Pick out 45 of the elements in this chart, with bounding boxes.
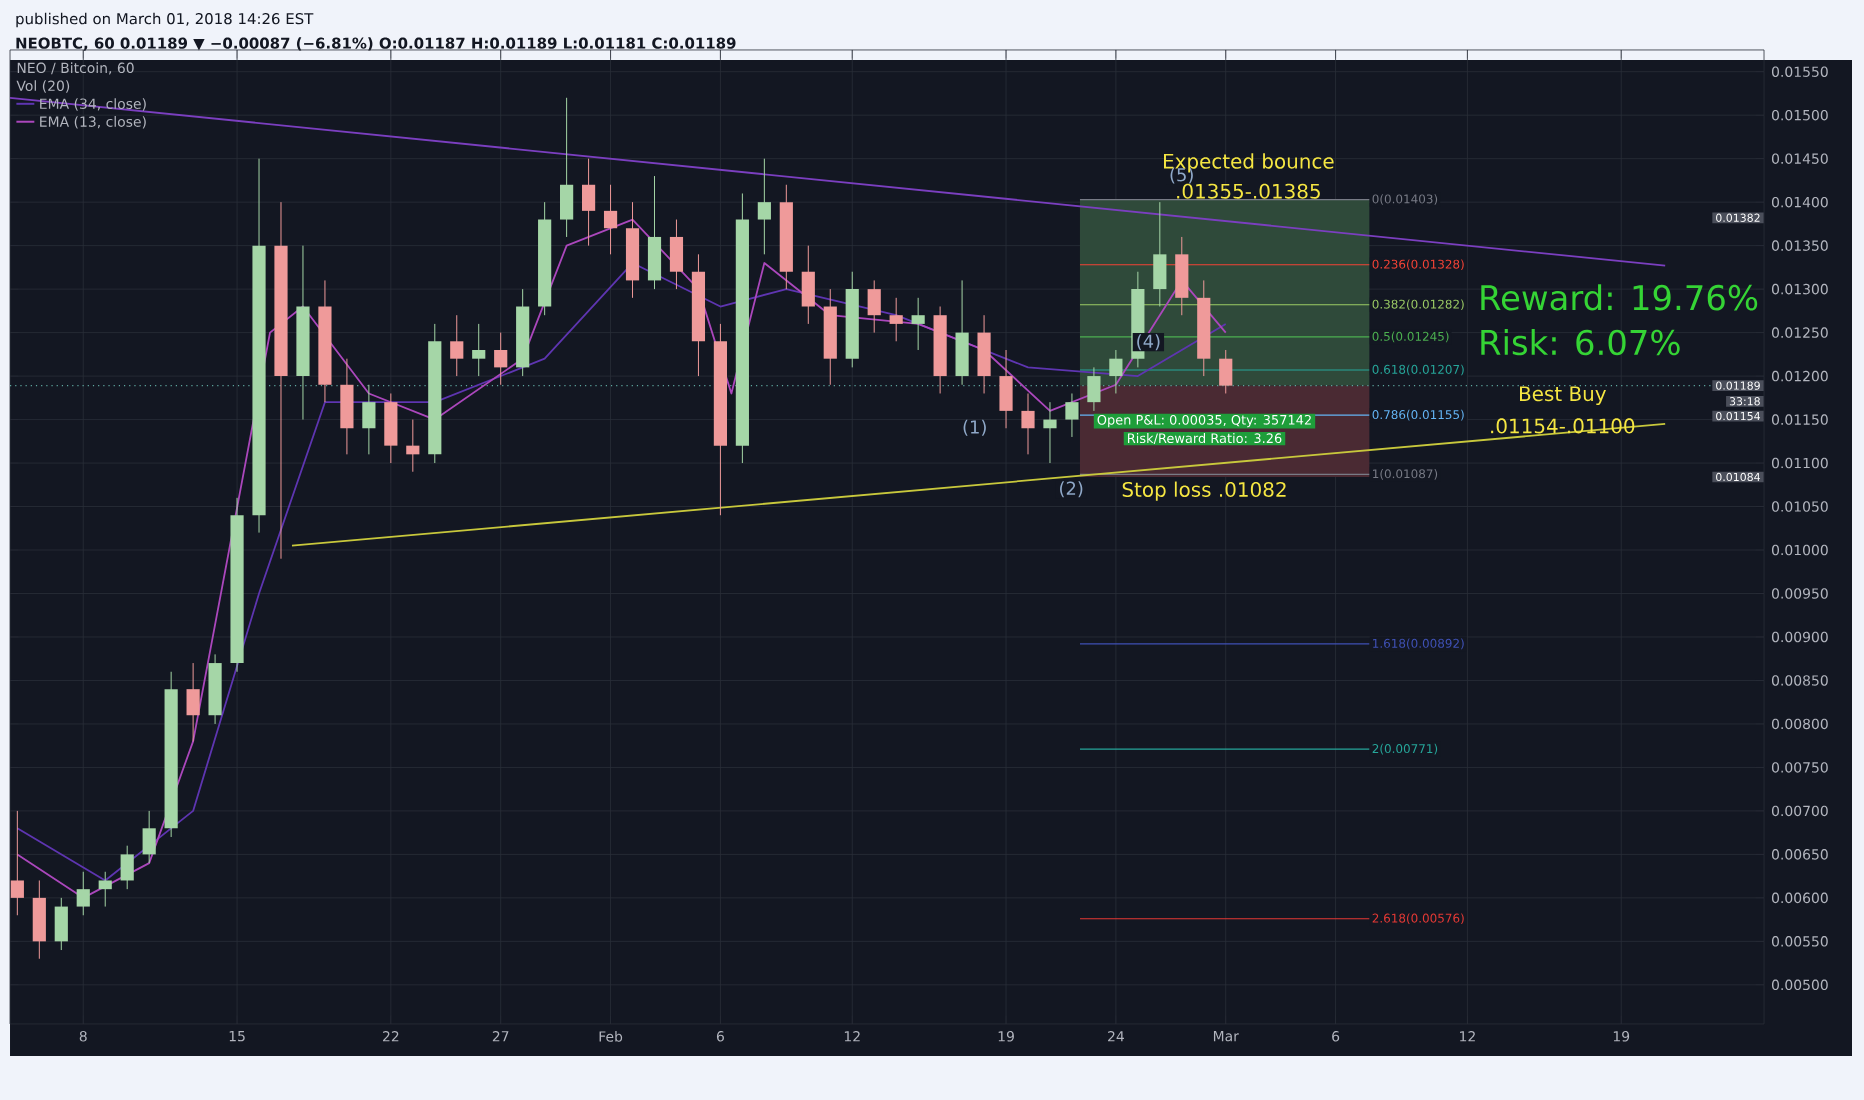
candlestick xyxy=(977,314,991,394)
candlestick xyxy=(450,314,464,377)
candlestick xyxy=(76,871,90,916)
candlestick xyxy=(472,323,486,377)
candlestick xyxy=(1175,236,1189,316)
candlestick xyxy=(1219,349,1233,394)
candlestick xyxy=(757,158,771,255)
candlestick xyxy=(406,419,420,473)
candlestick xyxy=(889,297,903,342)
candlestick xyxy=(955,279,969,386)
candlestick xyxy=(10,810,24,916)
annotation: (2) xyxy=(1060,481,1083,498)
candlestick xyxy=(1043,401,1057,464)
candlestick xyxy=(647,175,662,290)
annotation: Risk: 6.07% xyxy=(1481,329,1680,356)
candlestick xyxy=(32,879,46,960)
candlestick xyxy=(867,279,881,334)
candlestick xyxy=(581,158,596,247)
annotation: Stop loss .01082 xyxy=(1122,481,1286,501)
candlestick xyxy=(1109,349,1123,394)
annotation: Best Buy xyxy=(1520,386,1606,406)
candlestick xyxy=(98,871,112,908)
candlestick xyxy=(1021,392,1035,455)
candlestick xyxy=(54,897,68,951)
annotation: .01154-.01100 xyxy=(1491,418,1635,434)
candlestick xyxy=(911,297,925,351)
candlestick xyxy=(120,845,134,890)
candlestick xyxy=(1087,366,1101,412)
candlestick xyxy=(340,358,354,455)
candlestick xyxy=(1065,392,1079,438)
annotation: Reward: 19.76% xyxy=(1481,284,1758,311)
candlestick xyxy=(1153,201,1167,308)
candlestick xyxy=(362,384,376,455)
candlestick xyxy=(669,219,684,290)
candlestick xyxy=(142,810,156,864)
annotation: (4) xyxy=(1137,334,1160,351)
candlestick xyxy=(384,392,398,464)
candlestick xyxy=(494,332,508,386)
candlestick xyxy=(560,97,574,238)
annotation: (1) xyxy=(963,419,986,436)
candlestick xyxy=(186,662,200,742)
candlestick xyxy=(801,245,815,325)
candlestick xyxy=(603,184,618,255)
candlestick xyxy=(999,349,1013,429)
annotation: .01355-.01385 xyxy=(1177,183,1320,199)
